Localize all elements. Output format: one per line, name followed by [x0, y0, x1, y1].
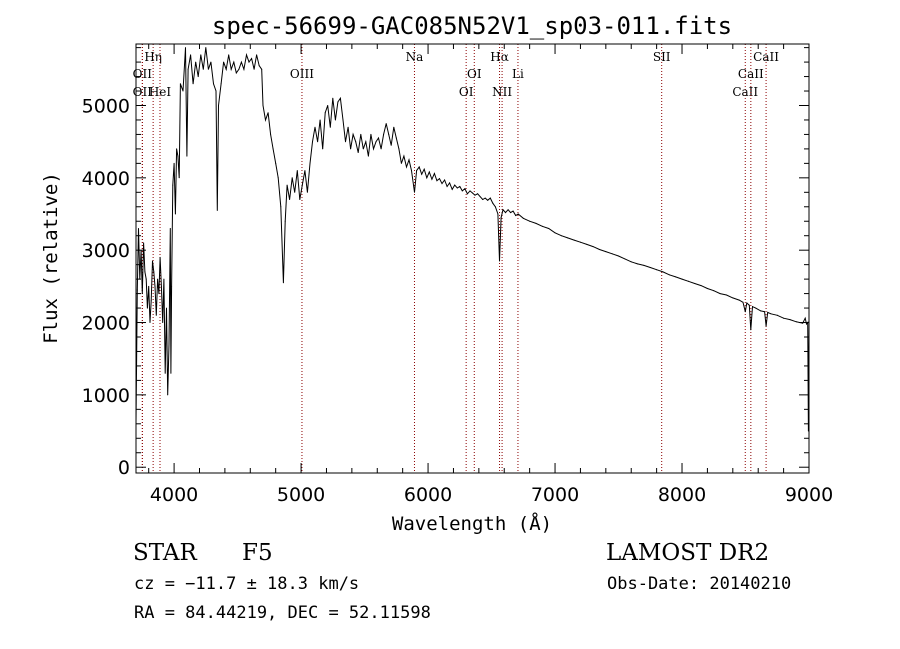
line-label-14: CaII	[753, 50, 779, 64]
x-tick-label: 6000	[404, 484, 452, 506]
x-axis-label: Wavelength (Å)	[392, 512, 552, 535]
y-tick-label: 0	[118, 457, 130, 479]
redshift-readout: cz = −11.7 ± 18.3 km/s	[134, 574, 360, 594]
y-tick-label: 5000	[82, 95, 130, 117]
y-tick-label: 4000	[82, 168, 130, 190]
line-label-7: OI	[467, 67, 482, 81]
y-tick-label: 2000	[82, 313, 130, 335]
line-label-11: SII	[653, 50, 671, 64]
survey-name: LAMOST DR2	[606, 540, 770, 566]
object-class: STAR	[133, 540, 197, 566]
line-label-10: Li	[512, 67, 524, 81]
chart-title: spec-56699-GAC085N52V1_sp03-011.fits	[212, 12, 732, 40]
line-label-1: OII	[133, 85, 153, 99]
line-label-4: OIII	[290, 67, 314, 81]
emission-line-markers: OIIOIIHηHeIOIIINaOIOIHαNIILiSIICaIICaIIC…	[133, 44, 779, 473]
y-axis-label: Flux (relative)	[40, 172, 62, 344]
line-label-3: HeI	[149, 85, 172, 99]
x-tick-label: 5000	[277, 484, 325, 506]
x-tick-label: 9000	[785, 484, 833, 506]
plot-frame	[135, 43, 810, 474]
y-tick-label: 1000	[82, 385, 130, 407]
line-label-8: Hα	[490, 50, 509, 64]
line-label-9: NII	[492, 85, 512, 99]
y-tick-label: 3000	[82, 240, 130, 262]
line-label-2: Hη	[144, 50, 162, 64]
x-tick-label: 8000	[658, 484, 706, 506]
spectrum-line-0	[135, 47, 810, 432]
line-label-12: CaII	[732, 85, 758, 99]
observation-date: Obs-Date: 20140210	[607, 574, 792, 594]
line-label-6: OI	[459, 85, 474, 99]
object-subclass: F5	[242, 540, 273, 566]
x-tick-label: 7000	[531, 484, 579, 506]
line-label-13: CaII	[738, 67, 764, 81]
axes: 4000 5000 6000 7000 8000 9000 0 1000 2000 3000 400…	[82, 43, 833, 506]
spectrum-series	[135, 47, 810, 432]
sky-coordinates: RA = 84.44219, DEC = 52.11598	[134, 603, 431, 623]
x-tick-label: 4000	[150, 484, 198, 506]
line-label-5: Na	[406, 50, 424, 64]
